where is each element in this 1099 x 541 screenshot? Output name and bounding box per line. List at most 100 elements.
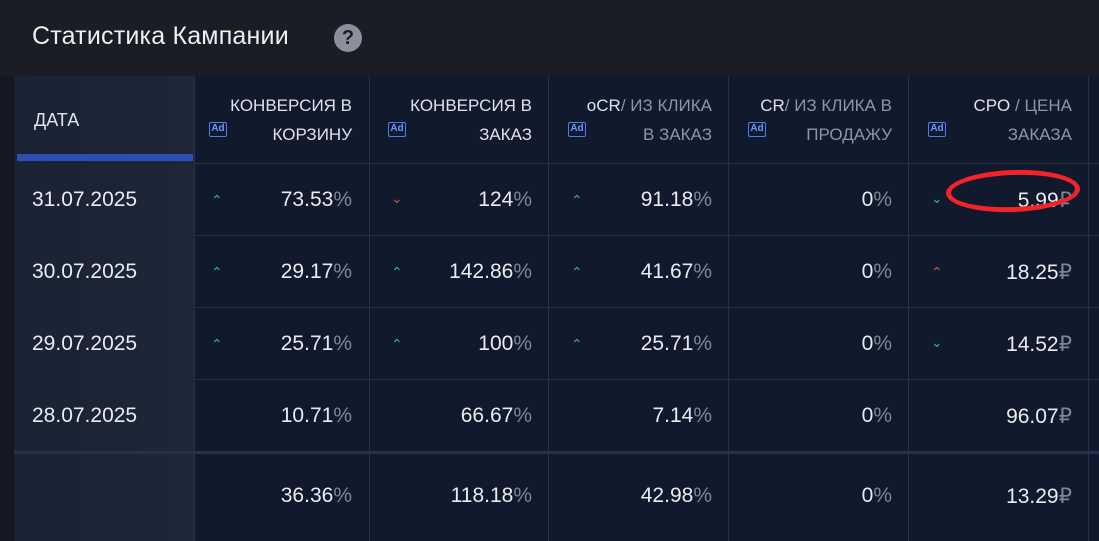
unit: % [693, 404, 712, 427]
unit: % [513, 332, 532, 355]
value-number: 5.99 [1017, 189, 1059, 212]
total-cr: 0% [738, 484, 892, 508]
chevron-up-icon: ⌃ [391, 264, 403, 280]
ad-badge-icon: Ad [748, 122, 766, 137]
value-number: 0 [861, 404, 874, 427]
header-dim: В ЗАКАЗ [643, 125, 712, 144]
value-number: 0 [861, 332, 874, 355]
cr-value: 0% [738, 188, 892, 212]
order-conversion-value: 66.67% [380, 404, 532, 428]
value-number: 73.53 [280, 188, 334, 211]
ocr-value: 91.18% [560, 188, 712, 212]
header-line: CR/ ИЗ КЛИКА В [738, 91, 892, 120]
column-header-cart-conversion[interactable]: КОНВЕРСИЯ В КОРЗИНУ [200, 91, 352, 149]
header-dim: / ИЗ КЛИКА В [784, 96, 892, 115]
row-divider [194, 379, 1099, 380]
cart-conversion-value: 73.53% [200, 188, 352, 212]
value-number: 13.29 [1006, 485, 1059, 508]
unit: % [873, 260, 892, 283]
value-number: 14.52 [1006, 333, 1059, 356]
cpo-value: 96.07₽ [918, 404, 1072, 429]
column-divider [728, 76, 729, 541]
ad-badge-icon: Ad [928, 122, 946, 137]
header-main: oCR [586, 96, 621, 115]
cart-conversion-value: 25.71% [200, 332, 352, 356]
cpo-value: 5.99₽ [918, 188, 1072, 213]
value-number: 0 [861, 188, 874, 211]
unit: % [693, 188, 712, 211]
total-ocr: 42.98% [560, 484, 712, 508]
cart-conversion-value: 29.17% [200, 260, 352, 284]
column-header-cpo[interactable]: CPO / ЦЕНА ЗАКАЗА [918, 91, 1072, 149]
row-date: 28.07.2025 [32, 404, 138, 427]
chevron-down-icon: ⌄ [931, 334, 943, 350]
unit: % [333, 404, 352, 427]
unit: % [333, 332, 352, 355]
total-cpo: 13.29₽ [918, 484, 1072, 509]
row-date: 29.07.2025 [32, 332, 138, 355]
ad-badge-icon: Ad [209, 122, 227, 137]
header-line: КОНВЕРСИЯ В [230, 96, 352, 115]
ad-badge-icon: Ad [568, 122, 586, 137]
ocr-value: 25.71% [560, 332, 712, 356]
cpo-value: 18.25₽ [918, 260, 1072, 285]
column-divider [908, 76, 909, 541]
header-line: oCR/ ИЗ КЛИКА [560, 91, 712, 120]
value-number: 100 [478, 332, 514, 355]
unit: % [333, 260, 352, 283]
unit: % [513, 404, 532, 427]
order-conversion-value: 124% [380, 188, 532, 212]
ocr-value: 41.67% [560, 260, 712, 284]
unit: % [873, 404, 892, 427]
unit: % [873, 484, 892, 507]
order-conversion-value: 100% [380, 332, 532, 356]
value-number: 142.86 [449, 260, 514, 283]
column-divider [1088, 76, 1089, 541]
chevron-up-icon: ⌃ [931, 264, 943, 280]
unit: % [513, 260, 532, 283]
column-divider [548, 76, 549, 541]
total-order-conversion: 118.18% [380, 484, 532, 508]
total-cart-conversion: 36.36% [200, 484, 352, 508]
column-divider [369, 76, 370, 541]
row-divider [194, 235, 1099, 236]
chevron-up-icon: ⌃ [391, 336, 403, 352]
unit: % [693, 332, 712, 355]
unit: % [513, 188, 532, 211]
header-line: ЗАКАЗ [479, 125, 532, 144]
value-number: 66.67 [460, 404, 514, 427]
panel-header: Статистика Кампании ? [0, 0, 1099, 76]
column-header-ocr[interactable]: oCR/ ИЗ КЛИКА В ЗАКАЗ [560, 91, 712, 149]
unit: % [333, 188, 352, 211]
value-number: 25.71 [280, 332, 334, 355]
totals-separator [14, 451, 1099, 454]
column-header-date[interactable]: ДАТА [34, 110, 80, 130]
unit: % [693, 484, 712, 507]
row-divider [194, 307, 1099, 308]
value-number: 25.71 [640, 332, 694, 355]
unit: ₽ [1058, 189, 1072, 212]
value-number: 36.36 [280, 484, 334, 507]
unit: ₽ [1058, 485, 1072, 508]
value-number: 0 [861, 260, 874, 283]
chevron-up-icon: ⌃ [571, 336, 583, 352]
chevron-down-icon: ⌄ [391, 190, 403, 206]
unit: ₽ [1058, 261, 1072, 284]
header-dim: ЗАКАЗА [1007, 125, 1072, 144]
unit: % [333, 484, 352, 507]
header-line: CPO / ЦЕНА [918, 91, 1072, 120]
unit: % [873, 332, 892, 355]
header-main: CPO [973, 96, 1011, 115]
value-number: 124 [478, 188, 514, 211]
question-circle-icon[interactable]: ? [334, 24, 362, 52]
header-dim: / ЦЕНА [1015, 96, 1072, 115]
chevron-up-icon: ⌃ [571, 264, 583, 280]
column-header-order-conversion[interactable]: КОНВЕРСИЯ В ЗАКАЗ [380, 91, 532, 149]
cr-value: 0% [738, 404, 892, 428]
value-number: 7.14 [652, 404, 694, 427]
row-date: 31.07.2025 [32, 188, 138, 211]
column-header-cr[interactable]: CR/ ИЗ КЛИКА В ПРОДАЖУ [738, 91, 892, 149]
ocr-value: 7.14% [560, 404, 712, 428]
value-number: 42.98 [640, 484, 694, 507]
cart-conversion-value: 10.71% [200, 404, 352, 428]
